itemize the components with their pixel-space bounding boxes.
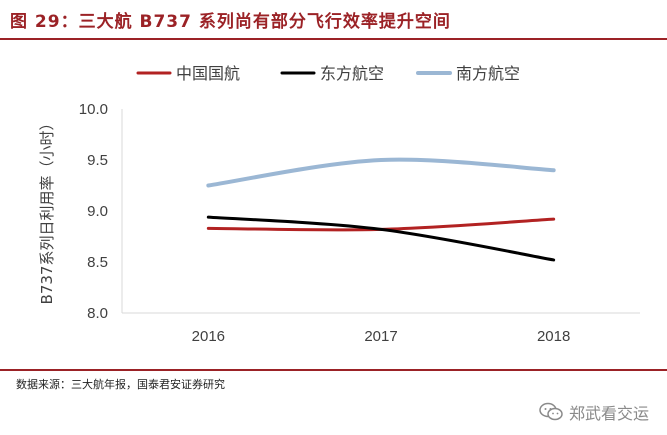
y-tick-label: 9.5 [87,152,108,169]
series-line-3 [206,157,556,188]
legend-label-2: 东方航空 [320,64,384,83]
source-note: 数据来源：三大航年报，国泰君安证券研究 [16,378,225,391]
legend-label-3: 南方航空 [456,64,520,83]
watermark: 郑武看交运 [538,400,649,424]
y-axis-label: B737系列日利用率（小时） [38,116,56,305]
watermark-text: 郑武看交运 [569,404,650,423]
figure-title: 图 29：三大航 B737 系列尚有部分飞行效率提升空间 [10,12,451,32]
y-tick-label: 8.0 [87,305,108,322]
x-tick-label: 2017 [364,328,397,345]
legend: 中国国航 东方航空 南方航空 [136,64,520,83]
y-tick-label: 9.0 [87,203,108,220]
series-group [206,157,556,262]
y-tick-label: 10.0 [79,101,108,118]
line-chart: 中国国航 东方航空 南方航空 8.08.59.09.510.0 2016 2017 20… [38,64,640,345]
y-tick-label: 8.5 [87,254,108,271]
y-axis: 8.0 8.5 9.0 9.5 10.0 [79,101,123,322]
legend-label-1: 中国国航 [176,64,240,83]
x-axis: 2016 2017 2018 [122,312,640,345]
wechat-icon [539,402,563,421]
title-bar: 图 29：三大航 B737 系列尚有部分飞行效率提升空间 [0,0,667,40]
x-tick-label: 2016 [192,328,225,345]
footer-divider [0,369,667,371]
x-tick-label: 2018 [537,328,570,345]
series-line-2 [206,215,556,262]
